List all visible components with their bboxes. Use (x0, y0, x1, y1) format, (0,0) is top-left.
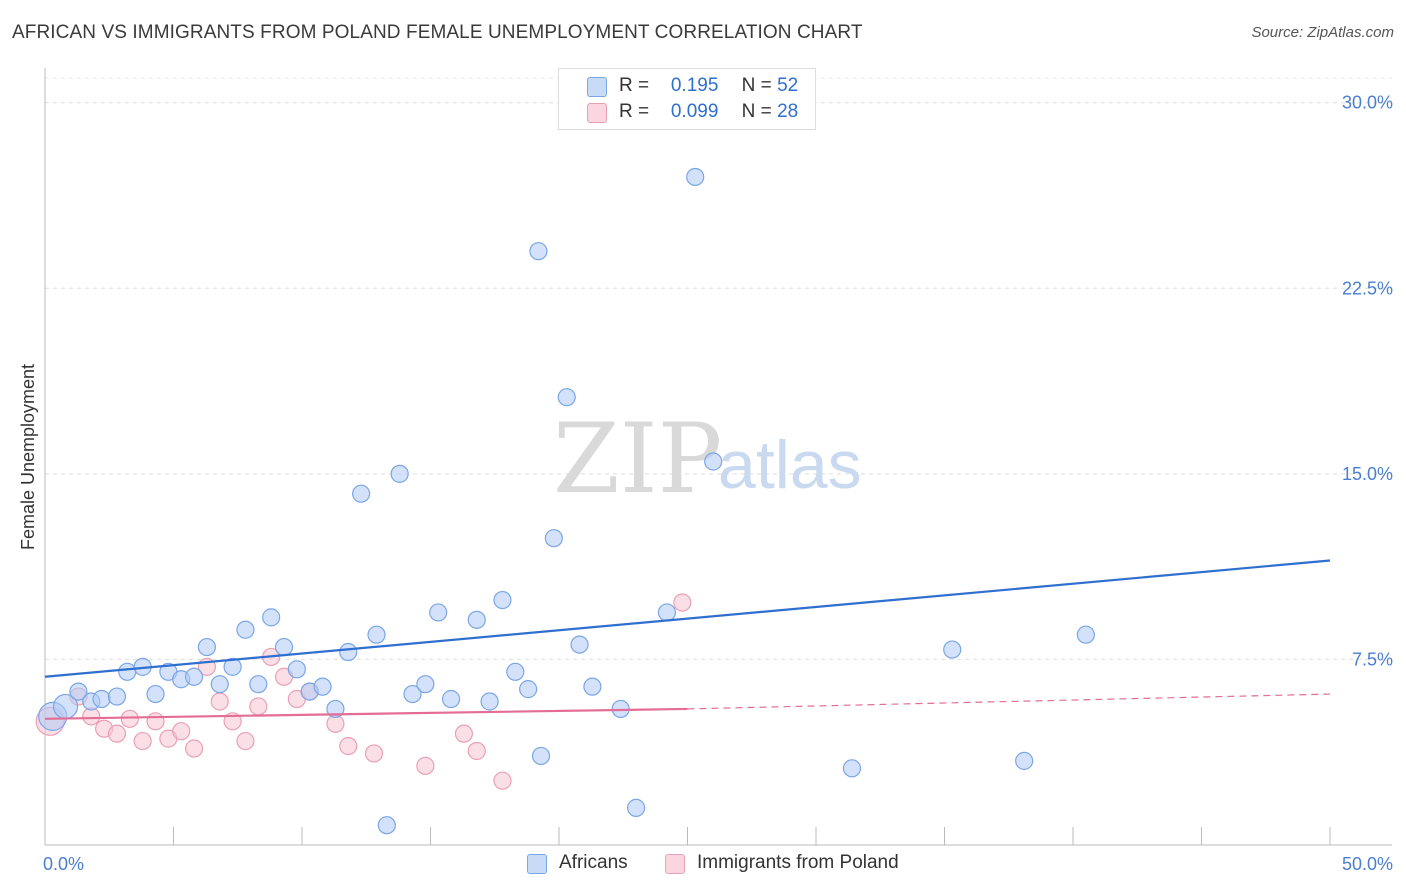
data-point-africans (118, 662, 137, 681)
data-point-poland (454, 724, 474, 743)
data-point-africans (842, 759, 862, 778)
data-point-africans (313, 677, 332, 696)
data-point-africans (197, 637, 217, 657)
data-point-africans (287, 660, 306, 679)
data-point-africans (529, 242, 548, 261)
legend-r-value-africans: 0.195 (670, 75, 719, 96)
data-point-africans (1015, 751, 1034, 770)
legend-n-value-poland: 28 (777, 101, 799, 122)
legend-swatch-poland (587, 103, 607, 123)
data-point-africans (107, 687, 127, 706)
data-point-africans (69, 682, 88, 701)
data-point-africans (390, 464, 409, 483)
data-point-africans (686, 167, 705, 187)
data-point-poland (133, 731, 152, 751)
data-point-poland (416, 756, 435, 775)
data-point-poland (493, 771, 512, 790)
legend-n-label: N = (741, 101, 772, 122)
data-point-africans (236, 620, 255, 639)
data-point-africans (184, 667, 204, 686)
legend-r-label: R = (619, 101, 650, 122)
data-point-africans (210, 675, 229, 694)
legend-r-label: R = (619, 75, 650, 96)
data-point-africans (704, 452, 723, 471)
series-africans-points (38, 167, 1095, 835)
data-point-africans (557, 388, 576, 407)
data-point-africans (583, 677, 602, 696)
data-point-africans (249, 675, 268, 694)
legend-swatch-africans (587, 77, 607, 97)
y-tick-label: 22.5% (1342, 278, 1393, 298)
y-tick-label: 15.0% (1342, 464, 1393, 484)
data-point-africans (429, 603, 448, 622)
data-point-africans (352, 484, 371, 503)
legend-swatch-africans (527, 854, 547, 874)
data-point-africans (1076, 625, 1095, 644)
data-point-africans (493, 590, 512, 610)
data-point-africans (480, 692, 499, 711)
data-point-poland (673, 593, 692, 612)
data-point-africans (506, 662, 525, 681)
source-label: Source: ZipAtlas.com (1251, 24, 1394, 41)
data-point-poland (339, 736, 358, 756)
data-point-africans (367, 625, 386, 644)
y-axis-title: Female Unemployment (18, 364, 38, 550)
data-point-africans (467, 610, 486, 629)
data-point-poland (120, 709, 139, 728)
legend-n-value-africans: 52 (777, 75, 799, 96)
watermark-zip: ZIP (553, 403, 722, 515)
data-point-poland (184, 739, 204, 758)
data-point-africans (544, 529, 563, 548)
series-legend: Africans Immigrants from Poland (0, 850, 1406, 880)
data-point-africans (403, 684, 422, 704)
data-point-africans (262, 608, 281, 627)
data-point-poland (364, 744, 384, 763)
legend-swatch-poland (665, 854, 685, 874)
y-tick-label: 7.5% (1352, 649, 1393, 669)
legend-r-value-poland: 0.099 (670, 101, 719, 122)
tick-labels: 7.5% 15.0% 22.5% 30.0% 0.0% 50.0% (43, 93, 1393, 874)
data-point-africans (92, 689, 111, 709)
x-tick-label: 50.0% (1342, 854, 1393, 874)
legend-label-poland: Immigrants from Poland (697, 852, 899, 873)
correlation-legend: R = 0.195 N = 52 R = 0.099 N = 28 (558, 68, 816, 130)
data-point-africans (223, 657, 242, 676)
x-tick-label: 0.0% (43, 854, 84, 874)
trendline-africans (44, 559, 1331, 678)
data-point-africans (416, 675, 435, 694)
trendline-layer (44, 559, 1331, 720)
legend-label-africans: Africans (559, 852, 628, 873)
data-point-africans (519, 680, 538, 699)
data-point-poland (236, 731, 255, 751)
watermark: ZIP atlas (553, 403, 862, 515)
data-point-africans (274, 637, 294, 657)
data-point-africans (146, 684, 165, 704)
data-point-africans (326, 699, 345, 719)
data-point-poland (467, 741, 486, 761)
data-point-poland (146, 712, 165, 731)
data-point-africans (441, 689, 461, 709)
data-point-africans (570, 635, 589, 654)
watermark-atlas: atlas (718, 427, 862, 503)
data-point-poland (107, 724, 127, 743)
data-point-africans (943, 640, 962, 659)
data-point-poland (249, 697, 268, 716)
y-tick-label: 30.0% (1342, 93, 1393, 113)
data-point-africans (657, 603, 677, 622)
data-point-africans (531, 746, 551, 766)
data-point-africans (377, 816, 396, 835)
data-point-poland (172, 722, 191, 741)
trendline-poland-extrapolated (687, 693, 1331, 710)
data-point-africans (626, 798, 646, 817)
trendline-poland (44, 707, 688, 720)
data-point-africans (339, 642, 358, 662)
data-point-poland (210, 692, 229, 711)
chart-title: AFRICAN VS IMMIGRANTS FROM POLAND FEMALE… (12, 22, 863, 43)
legend-n-label: N = (741, 75, 772, 96)
